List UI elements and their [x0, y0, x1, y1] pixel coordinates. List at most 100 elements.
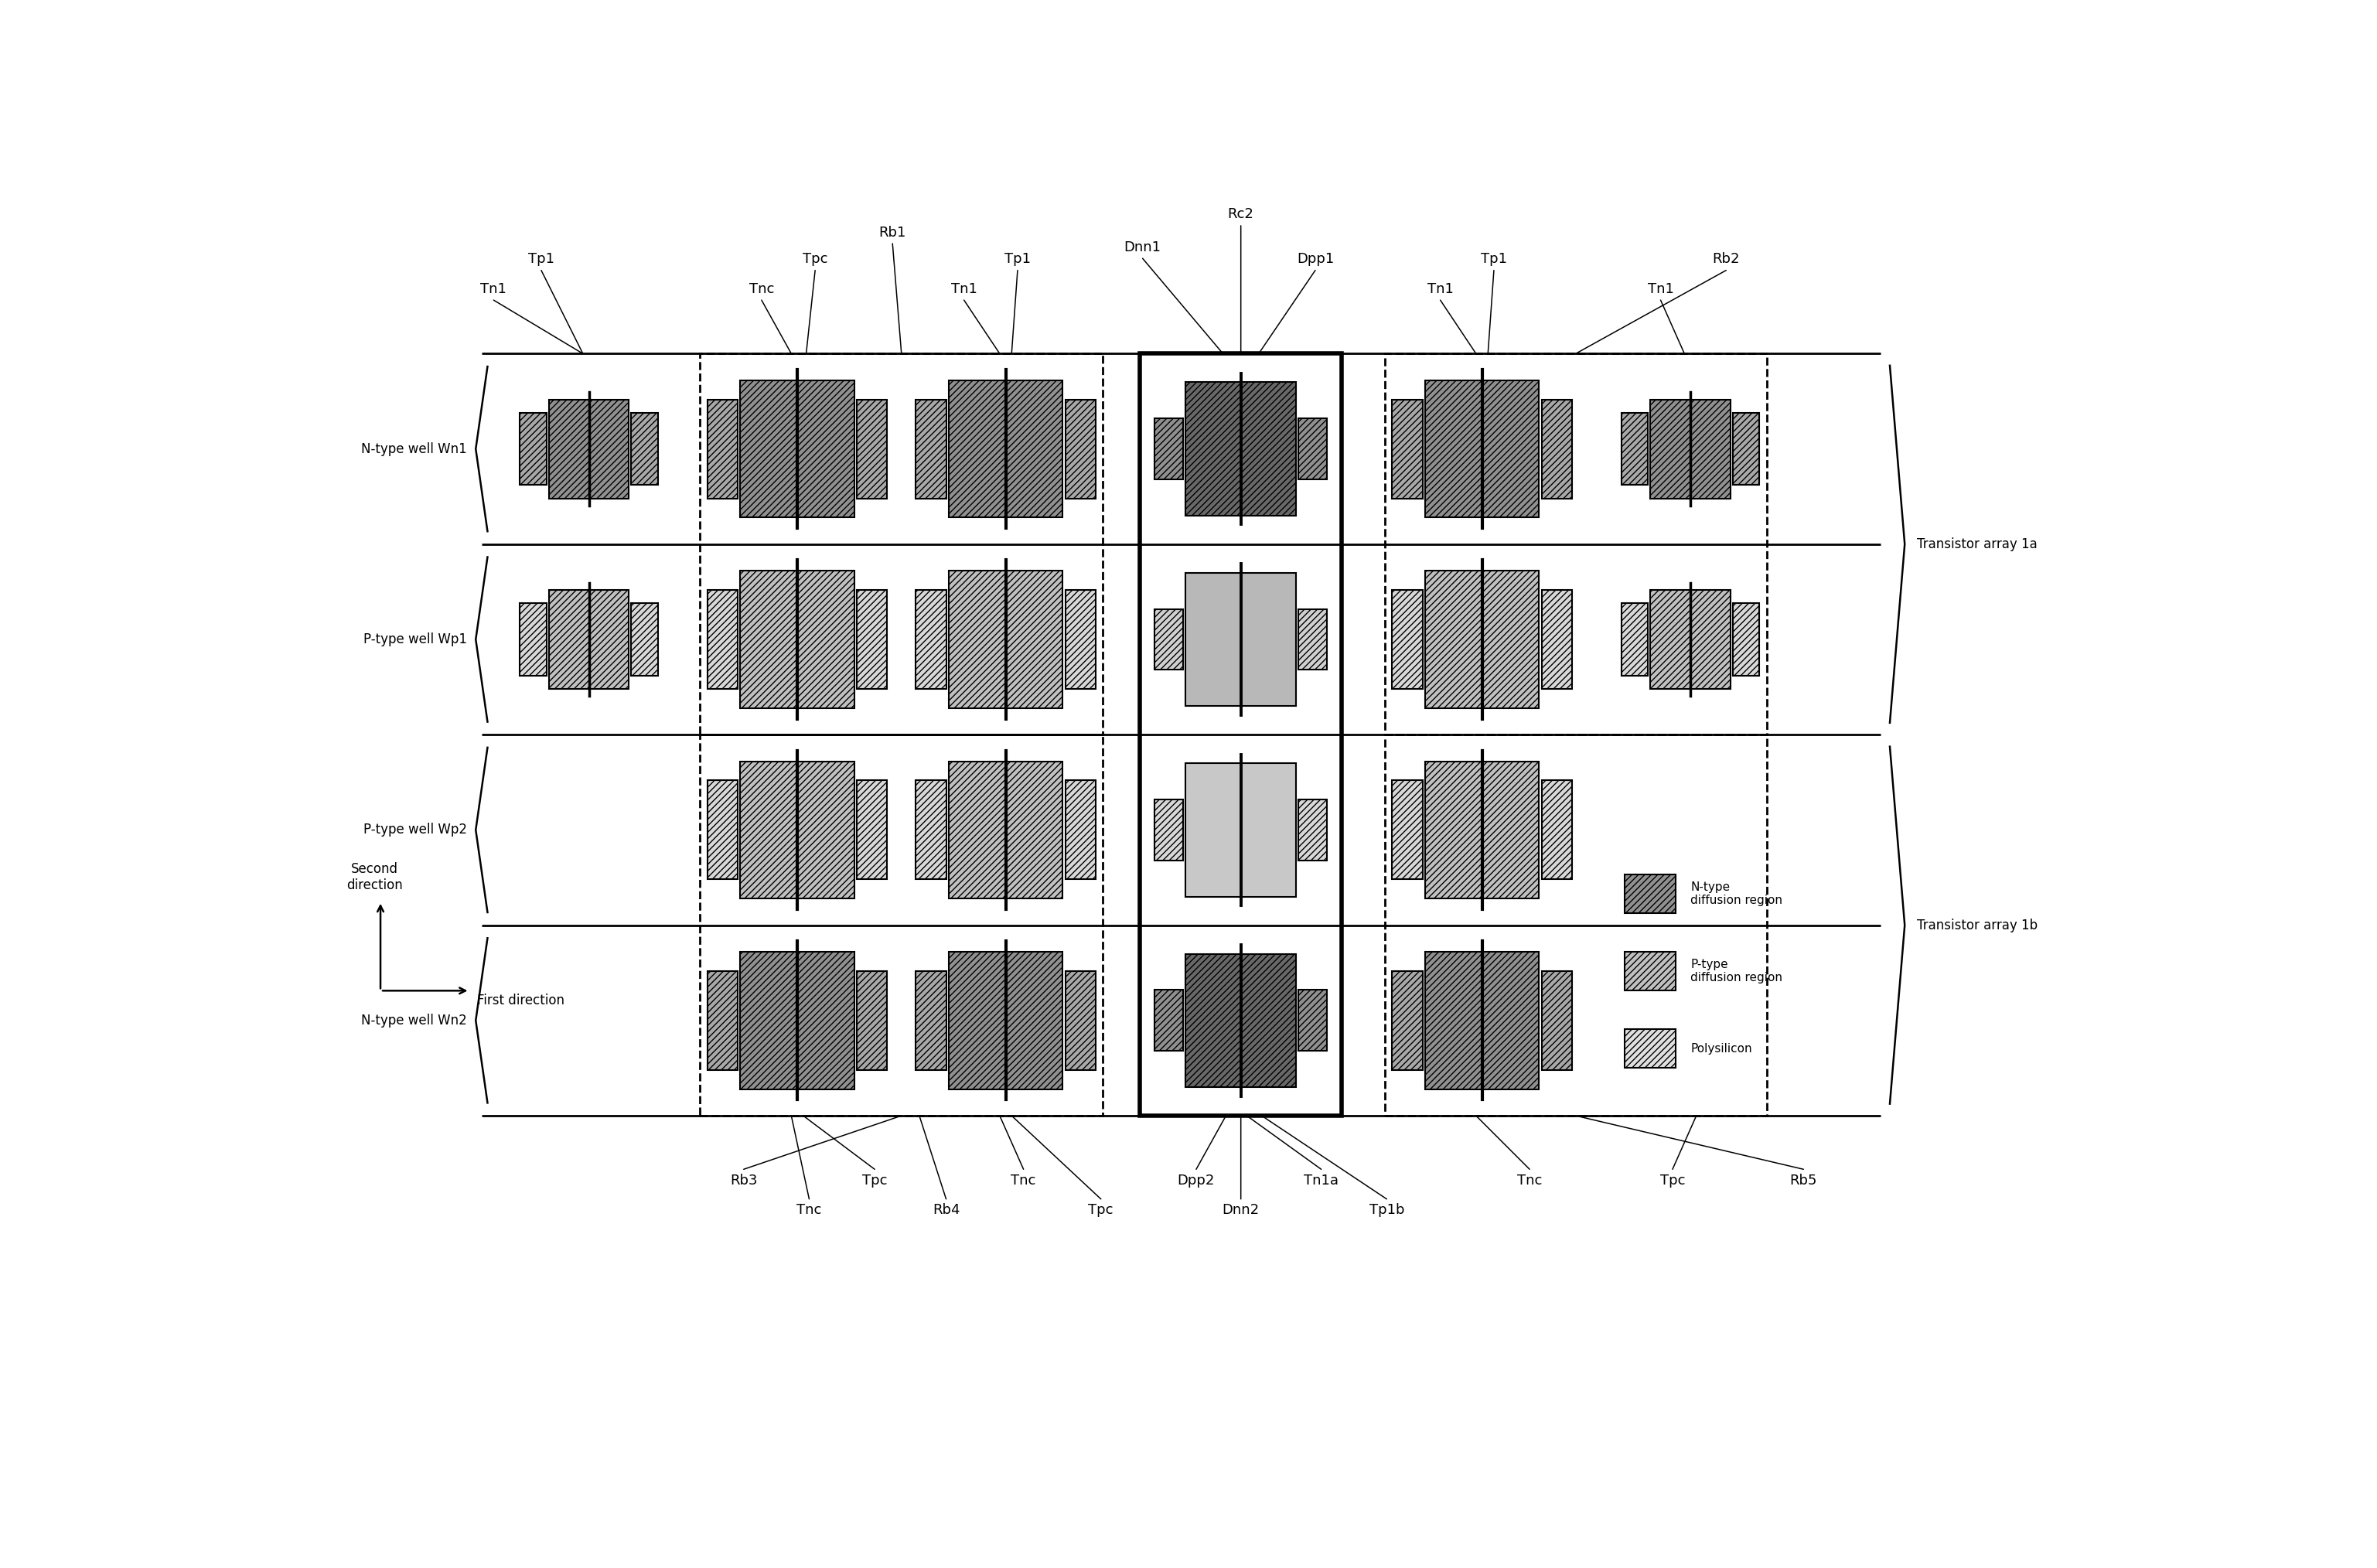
- Text: Tp1: Tp1: [528, 252, 554, 267]
- Bar: [948, 381, 1063, 517]
- Bar: [1065, 781, 1096, 880]
- Text: Tpc: Tpc: [1659, 1173, 1685, 1187]
- Bar: [708, 971, 737, 1069]
- Bar: [1626, 875, 1676, 913]
- Bar: [856, 781, 887, 880]
- Bar: [1186, 383, 1295, 516]
- Bar: [1626, 952, 1676, 991]
- Bar: [1186, 764, 1295, 897]
- Bar: [1065, 590, 1096, 688]
- Bar: [1424, 571, 1540, 709]
- Bar: [1298, 800, 1326, 861]
- Text: Tn1a: Tn1a: [1305, 1173, 1338, 1187]
- Bar: [1393, 781, 1421, 880]
- Bar: [1543, 400, 1571, 499]
- Bar: [1298, 419, 1326, 480]
- Bar: [1650, 590, 1730, 688]
- Bar: [1424, 381, 1540, 517]
- Bar: [708, 400, 737, 499]
- Bar: [1733, 412, 1759, 485]
- Bar: [701, 354, 1103, 735]
- Text: Dnn1: Dnn1: [1124, 240, 1160, 254]
- Text: P-type well Wp1: P-type well Wp1: [364, 632, 466, 646]
- Text: Tn1: Tn1: [1647, 282, 1673, 296]
- Bar: [1733, 604, 1759, 676]
- Bar: [632, 412, 658, 485]
- Bar: [948, 762, 1063, 898]
- Bar: [521, 604, 547, 676]
- Bar: [1621, 604, 1647, 676]
- Bar: [1543, 971, 1571, 1069]
- Bar: [1386, 354, 1766, 735]
- Bar: [1155, 989, 1184, 1051]
- Bar: [1424, 952, 1540, 1090]
- Bar: [739, 762, 853, 898]
- Bar: [1543, 590, 1571, 688]
- Bar: [1298, 989, 1326, 1051]
- Text: Tpc: Tpc: [863, 1173, 887, 1187]
- Text: Transistor array 1a: Transistor array 1a: [1916, 538, 2037, 550]
- Bar: [1155, 800, 1184, 861]
- Text: N-type well Wn1: N-type well Wn1: [361, 442, 466, 456]
- Text: Polysilicon: Polysilicon: [1690, 1043, 1752, 1055]
- Bar: [1141, 354, 1341, 1116]
- Bar: [549, 400, 630, 499]
- Text: Transistor array 1b: Transistor array 1b: [1916, 919, 2037, 931]
- Text: Tnc: Tnc: [1010, 1173, 1036, 1187]
- Text: Tpc: Tpc: [1089, 1203, 1112, 1217]
- Text: Tn1: Tn1: [1426, 282, 1452, 296]
- Bar: [1626, 1029, 1676, 1068]
- Text: Tn1: Tn1: [951, 282, 977, 296]
- Text: Tp1: Tp1: [1005, 252, 1032, 267]
- Bar: [521, 412, 547, 485]
- Text: Tnc: Tnc: [749, 282, 775, 296]
- Bar: [1186, 572, 1295, 706]
- Text: First direction: First direction: [478, 994, 563, 1008]
- Text: Tp1: Tp1: [1481, 252, 1507, 267]
- Bar: [948, 571, 1063, 709]
- Text: N-type well Wn2: N-type well Wn2: [361, 1013, 466, 1027]
- Bar: [1393, 400, 1421, 499]
- Text: Dpp1: Dpp1: [1295, 252, 1333, 267]
- Text: Rb2: Rb2: [1711, 252, 1740, 267]
- Bar: [632, 604, 658, 676]
- Bar: [739, 571, 853, 709]
- Text: Rc2: Rc2: [1229, 207, 1255, 221]
- Bar: [701, 735, 1103, 1116]
- Text: Rb4: Rb4: [932, 1203, 960, 1217]
- Bar: [1065, 971, 1096, 1069]
- Bar: [1298, 608, 1326, 670]
- Text: Rb5: Rb5: [1790, 1173, 1818, 1187]
- Text: Tnc: Tnc: [1517, 1173, 1543, 1187]
- Text: Tnc: Tnc: [796, 1203, 822, 1217]
- Bar: [549, 590, 630, 688]
- Text: Rb1: Rb1: [879, 226, 906, 240]
- Bar: [1155, 419, 1184, 480]
- Text: Second
direction: Second direction: [347, 862, 402, 892]
- Bar: [1386, 735, 1766, 1116]
- Text: Dpp2: Dpp2: [1177, 1173, 1215, 1187]
- Bar: [1186, 953, 1295, 1087]
- Bar: [1065, 400, 1096, 499]
- Bar: [1650, 400, 1730, 499]
- Text: Rb3: Rb3: [730, 1173, 758, 1187]
- Bar: [915, 971, 946, 1069]
- Text: N-type
diffusion region: N-type diffusion region: [1690, 881, 1783, 906]
- Bar: [1393, 971, 1421, 1069]
- Bar: [915, 400, 946, 499]
- Bar: [1393, 590, 1421, 688]
- Bar: [708, 590, 737, 688]
- Bar: [1424, 762, 1540, 898]
- Bar: [915, 590, 946, 688]
- Text: P-type well Wp2: P-type well Wp2: [364, 823, 466, 837]
- Text: P-type
diffusion region: P-type diffusion region: [1690, 958, 1783, 983]
- Bar: [856, 590, 887, 688]
- Bar: [739, 952, 853, 1090]
- Bar: [708, 781, 737, 880]
- Text: Tp1b: Tp1b: [1369, 1203, 1405, 1217]
- Bar: [856, 971, 887, 1069]
- Text: Tn1: Tn1: [480, 282, 506, 296]
- Bar: [739, 381, 853, 517]
- Bar: [1543, 781, 1571, 880]
- Bar: [915, 781, 946, 880]
